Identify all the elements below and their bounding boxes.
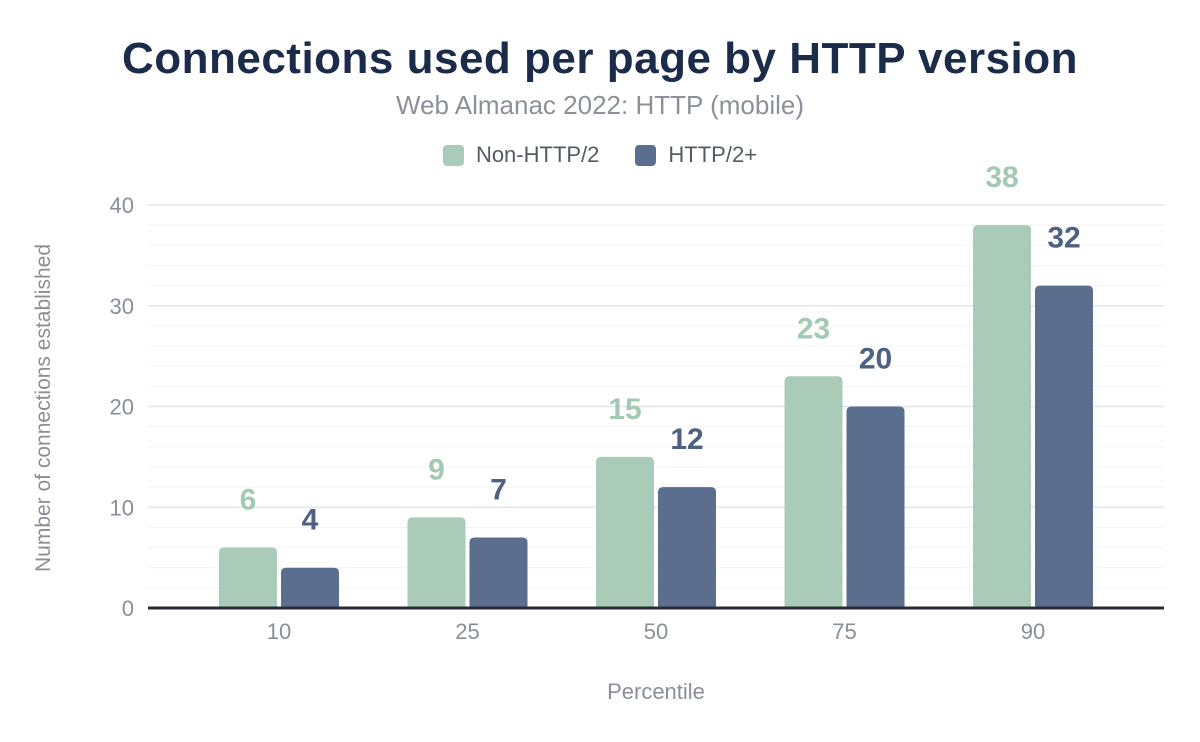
- bar-nonhttp2-p90[interactable]: [973, 225, 1031, 608]
- bar-nonhttp2-p75[interactable]: [784, 376, 843, 608]
- y-tick-label: 10: [110, 495, 134, 520]
- y-tick-label: 40: [110, 193, 134, 218]
- bar-value-label: 32: [1047, 222, 1080, 255]
- x-tick-label: 75: [832, 619, 856, 644]
- legend-swatch-non-http2-icon: [442, 144, 464, 166]
- bar-value-label: 4: [302, 504, 319, 537]
- legend-item-non-http2[interactable]: Non-HTTP/2: [442, 142, 600, 168]
- x-tick-label: 90: [1021, 619, 1045, 644]
- bar-http2-p75[interactable]: [846, 406, 905, 609]
- chart-legend: Non-HTTP/2 HTTP/2+: [0, 142, 1200, 168]
- bar-value-label: 15: [608, 393, 641, 426]
- y-tick-label: 0: [122, 596, 134, 621]
- y-axis-title: Number of connections established: [32, 243, 55, 573]
- bar-value-label: 20: [859, 343, 892, 376]
- bar-http2-p50[interactable]: [658, 487, 716, 608]
- bar-http2-p10[interactable]: [281, 567, 339, 608]
- bar-nonhttp2-p25[interactable]: [407, 517, 466, 608]
- y-tick-label: 20: [110, 395, 134, 420]
- bar-nonhttp2-p10[interactable]: [219, 547, 277, 608]
- bar-value-label: 23: [797, 312, 830, 345]
- legend-label-non-http2: Non-HTTP/2: [475, 142, 600, 167]
- legend-item-http2plus[interactable]: HTTP/2+: [635, 142, 757, 168]
- bar-value-label: 6: [240, 484, 257, 517]
- x-tick-label: 10: [267, 619, 291, 644]
- bar-value-label: 12: [670, 423, 703, 456]
- legend-swatch-http2plus-icon: [635, 144, 657, 166]
- y-tick-label: 30: [110, 294, 134, 319]
- bar-http2-p90[interactable]: [1035, 285, 1093, 608]
- x-tick-label: 25: [455, 619, 479, 644]
- chart-subtitle: Web Almanac 2022: HTTP (mobile): [396, 90, 804, 120]
- bar-nonhttp2-p50[interactable]: [596, 456, 654, 608]
- x-tick-label: 50: [644, 619, 668, 644]
- bar-value-label: 9: [428, 453, 445, 486]
- legend-label-http2plus: HTTP/2+: [668, 142, 758, 167]
- bar-http2-p25[interactable]: [469, 537, 528, 608]
- bar-value-label: 7: [490, 473, 507, 506]
- x-axis-title: Percentile: [607, 679, 705, 704]
- bar-value-label: 38: [985, 161, 1018, 194]
- chart-title: Connections used per page by HTTP versio…: [121, 34, 1079, 83]
